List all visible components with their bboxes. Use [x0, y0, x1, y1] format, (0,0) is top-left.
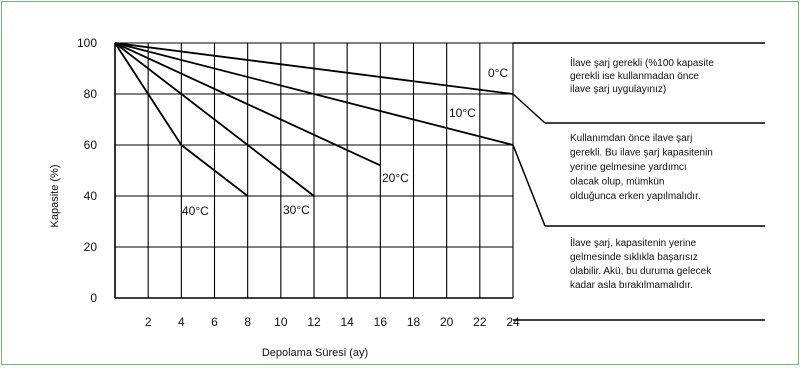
curve-label: 40°C — [182, 204, 209, 218]
curve-line — [114, 42, 514, 95]
region-bands: İlave şarj gerekli (%100 kapasite gerekli… — [512, 42, 765, 321]
region-note-line: olacak olup, mümkün — [570, 177, 665, 188]
x-tick-label: 14 — [340, 315, 354, 329]
grid — [115, 42, 514, 298]
region-note: İlave şarj gerekli (%100 kapasite gerekli… — [570, 56, 714, 95]
band-line — [512, 93, 546, 124]
x-tick-label: 4 — [178, 315, 185, 329]
x-tick-label: 16 — [374, 315, 388, 329]
curve-line — [114, 42, 249, 197]
curve-line — [114, 42, 315, 197]
y-axis-label: Kapasite (%) — [49, 165, 61, 228]
y-tick-label: 0 — [90, 291, 97, 305]
x-tick-label: 2 — [145, 315, 152, 329]
x-axis-label: Depolama Süresi (ay) — [262, 347, 368, 359]
x-tick-label: 8 — [244, 315, 251, 329]
x-tick-label: 22 — [473, 315, 487, 329]
y-tick-label: 60 — [84, 138, 98, 152]
y-tick-label: 100 — [77, 36, 97, 50]
region-note-line: İlave şarj gerekli (%100 kapasite — [570, 56, 714, 69]
x-tick-label: 20 — [440, 315, 454, 329]
curve-line — [114, 42, 514, 146]
region-note-line: İlave şarj, kapasitenin yerine — [570, 236, 697, 249]
x-tick-label: 12 — [307, 315, 321, 329]
band-line — [512, 144, 546, 227]
y-tick-label: 40 — [84, 189, 98, 203]
curve-label: 30°C — [283, 203, 310, 217]
x-tick-label: 24 — [506, 315, 520, 329]
x-tick-label: 18 — [407, 315, 421, 329]
x-tick-label: 6 — [211, 315, 218, 329]
region-note-line: yerine gelmesine yardımcı — [570, 162, 687, 173]
region-note-line: gerekli ise kullanmadan önce — [570, 71, 699, 82]
curve-label: 10°C — [449, 106, 476, 120]
axes — [114, 43, 513, 299]
region-note-line: Kullanımdan önce ilave şarj — [570, 133, 692, 144]
region-note: Kullanımdan önce ilave şarj gerekli. Bu i… — [570, 133, 713, 202]
x-tick-label: 10 — [274, 315, 288, 329]
curve-labels: 0°C 10°C 20°C 30°C 40°C — [182, 66, 508, 218]
y-tick-label: 20 — [84, 240, 98, 254]
region-note: İlave şarj, kapasitenin yerine gelmesinde… — [570, 236, 712, 291]
region-note-line: kadar asla bırakılmamalıdır. — [570, 280, 693, 291]
y-tick-label: 80 — [84, 87, 98, 101]
region-note-line: gerekli. Bu ilave şarj kapasitenin — [570, 148, 713, 159]
curve-label: 0°C — [488, 66, 508, 80]
region-note-line: gelmesinde sıklıkla başarısız — [570, 252, 698, 263]
curve-label: 20°C — [382, 171, 409, 185]
region-note-line: ilave şarj uygulayınız) — [570, 84, 666, 95]
region-note-line: olduğunca erken yapılmalıdır. — [570, 191, 701, 202]
curve-line — [114, 42, 381, 167]
curves — [114, 42, 514, 197]
region-note-line: olabilir. Akü, bu duruma gelecek — [570, 266, 712, 277]
